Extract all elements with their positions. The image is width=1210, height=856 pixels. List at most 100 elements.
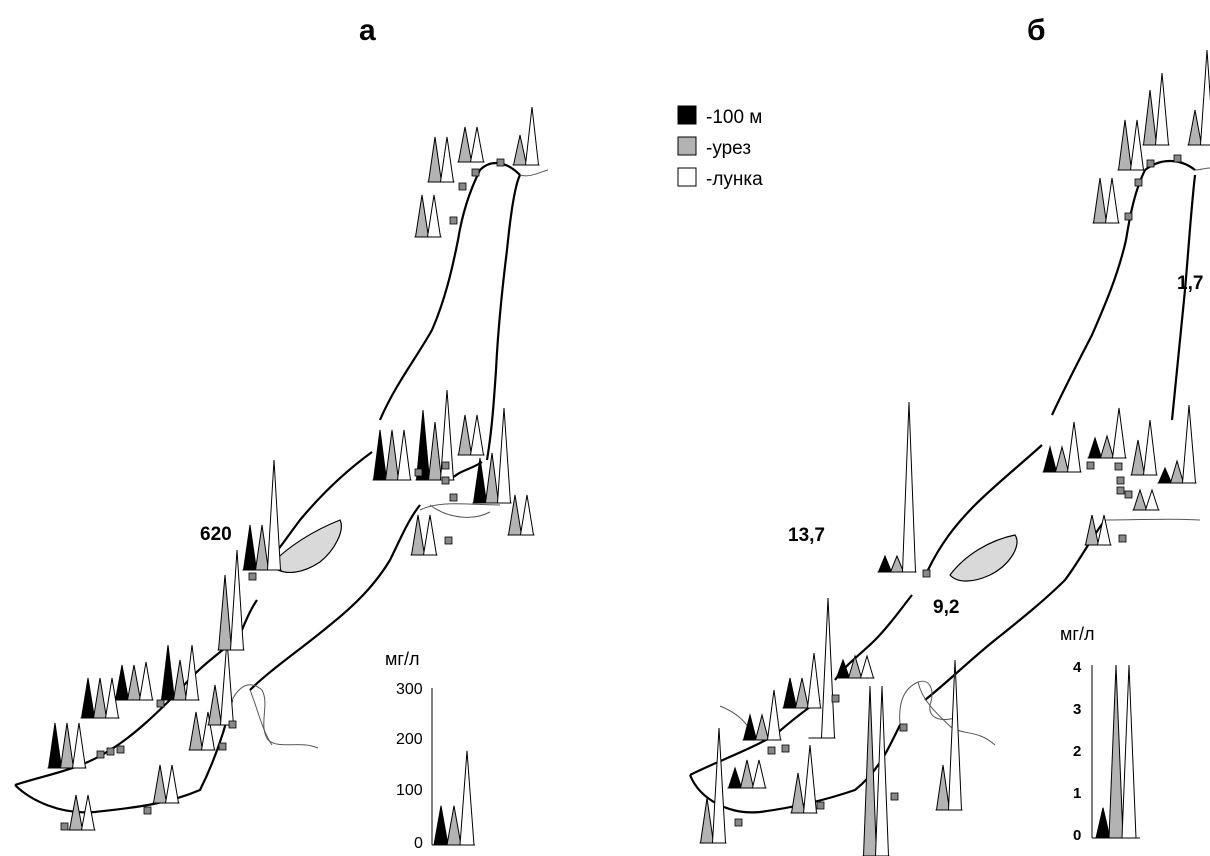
b-sampling-point-7	[1116, 486, 1125, 495]
b-15-station	[790, 744, 818, 814]
a-8-station	[507, 494, 535, 536]
b-sampling-point-15	[734, 818, 743, 827]
scale-b-tick-1: 1	[1073, 785, 1081, 802]
b-4-station	[1042, 421, 1082, 473]
legend-swatch-shoreline	[677, 136, 697, 156]
scale-b-tick-4: 4	[1073, 659, 1082, 676]
b-14-glyph-0	[727, 766, 743, 789]
a-sampling-point-15	[228, 720, 237, 729]
b-17-glyph-1	[820, 597, 836, 739]
a-1-glyph-0	[457, 126, 473, 163]
a-12-glyph-1	[126, 664, 142, 701]
b-10-glyph-2	[901, 401, 917, 573]
a-18-station	[68, 794, 96, 831]
b-2-glyph-0	[1142, 89, 1158, 146]
a-16-station	[207, 639, 235, 726]
a-6-station	[457, 414, 485, 456]
b-5-station	[1087, 407, 1127, 459]
b-3-station	[1187, 49, 1210, 146]
panel-a-callout-620: 620	[200, 524, 232, 545]
a-4-glyph-0	[372, 429, 388, 481]
a-2-glyph-0	[512, 134, 528, 166]
scale-a-tick-300: 300	[396, 681, 423, 698]
b-sampling-point-8	[1124, 490, 1133, 499]
a-5-glyph-1	[427, 421, 443, 481]
a-sampling-point-10	[156, 699, 165, 708]
legend-swatch-100m	[677, 105, 697, 125]
b-11-glyph-1	[847, 654, 863, 679]
b-18-station	[862, 685, 890, 856]
b-13-glyph-1	[754, 713, 770, 741]
a-15-glyph-0	[188, 711, 204, 751]
scale-a-tick-100: 100	[396, 782, 423, 799]
a-14-station	[47, 722, 87, 769]
a-4-glyph-1	[384, 429, 400, 481]
b-11-station	[835, 654, 875, 679]
scale-b-unit: мг/л	[1060, 624, 1094, 644]
b-6-glyph-0	[1130, 439, 1146, 476]
panel-a-stations	[47, 106, 540, 831]
a-7-station	[472, 407, 512, 504]
b-12-station	[782, 652, 822, 709]
b-7-glyph-1	[1169, 459, 1185, 484]
b-4-glyph-1	[1054, 445, 1070, 473]
a-sampling-point-0	[471, 168, 480, 177]
a-6-glyph-0	[457, 414, 473, 456]
b-6-glyph-1	[1142, 419, 1158, 476]
panel-a-label: а	[359, 14, 376, 47]
b-11-glyph-0	[835, 658, 851, 679]
a-3-glyph-0	[414, 194, 430, 238]
b-sampling-point-14	[816, 801, 825, 810]
b-16-glyph-0	[699, 797, 715, 844]
panel-a-rivers	[231, 169, 549, 749]
b-9-station	[1084, 514, 1112, 546]
b-sampling-point-17	[899, 723, 908, 732]
b-12-glyph-0	[782, 677, 798, 709]
b-18-glyph-1	[874, 685, 890, 856]
b-17-station	[808, 597, 836, 739]
b-5-glyph-1	[1099, 434, 1115, 459]
legend-label-100m: -100 м	[706, 107, 762, 128]
b-sampling-point-9	[1118, 534, 1127, 543]
a-9-station	[410, 514, 438, 556]
b-16-station	[699, 727, 727, 844]
a-17-station	[152, 764, 180, 804]
a-sampling-point-14	[218, 742, 227, 751]
b-sampling-point-11	[831, 694, 840, 703]
b-15-glyph-1	[802, 744, 818, 814]
b-10-station	[877, 401, 917, 573]
b-sampling-point-5	[1114, 462, 1123, 471]
a-sampling-point-16	[143, 806, 152, 815]
a-13-station	[80, 677, 120, 719]
scale-a-glyph-0	[433, 805, 449, 846]
a-sampling-point-3	[449, 216, 458, 225]
b-1-glyph-1	[1129, 119, 1145, 171]
b-sampling-point-2	[1134, 178, 1143, 187]
scale-b-glyph-2	[1121, 664, 1137, 839]
scale-a-sample-glyph	[433, 750, 475, 846]
b-1-glyph-0	[1117, 119, 1133, 171]
a-13-glyph-0	[80, 677, 96, 719]
b-sampling-point-10	[922, 569, 931, 578]
scale-a-tick-0: 0	[414, 835, 423, 852]
a-1-glyph-1	[469, 126, 485, 163]
panel-b-stations	[699, 49, 1210, 856]
scale-a-glyph-2	[459, 750, 475, 846]
a-6-glyph-1	[469, 414, 485, 456]
a-sampling-point-11	[96, 750, 105, 759]
b-3-glyph-1	[1199, 49, 1210, 146]
b-9-glyph-0	[1084, 514, 1100, 546]
a-11-station	[160, 644, 200, 701]
a-4-glyph-2	[396, 429, 412, 481]
b-13-station	[742, 689, 782, 741]
a-12-station	[114, 661, 154, 701]
b-4-glyph-2	[1066, 421, 1082, 473]
b-2-station	[1142, 72, 1170, 146]
b-sampling-point-1	[1173, 154, 1182, 163]
b-sampling-point-13	[781, 744, 790, 753]
b-7-glyph-2	[1181, 404, 1197, 484]
legend-swatch-ice-hole	[677, 167, 697, 187]
b-2-glyph-1	[1154, 72, 1170, 146]
b-0-glyph-1	[1104, 177, 1120, 224]
